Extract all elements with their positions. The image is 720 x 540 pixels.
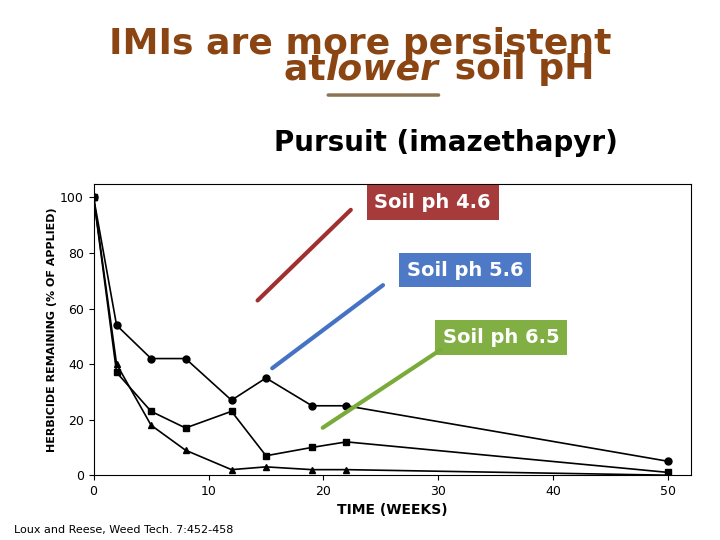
X-axis label: TIME (WEEKS): TIME (WEEKS): [337, 503, 448, 517]
Text: IMIs are more persistent: IMIs are more persistent: [109, 27, 611, 61]
Text: soil pH: soil pH: [442, 52, 595, 86]
Text: lower: lower: [325, 52, 438, 86]
Text: Pursuit (imazethapyr): Pursuit (imazethapyr): [274, 129, 618, 157]
Text: Loux and Reese, Weed Tech. 7:452-458: Loux and Reese, Weed Tech. 7:452-458: [14, 524, 234, 535]
Text: Soil ph 4.6: Soil ph 4.6: [374, 193, 491, 212]
Text: Soil ph 5.6: Soil ph 5.6: [407, 260, 523, 280]
Text: at: at: [284, 52, 338, 86]
Text: Soil ph 6.5: Soil ph 6.5: [443, 328, 559, 347]
Y-axis label: HERBICIDE REMAINING (% OF APPLIED): HERBICIDE REMAINING (% OF APPLIED): [48, 207, 57, 452]
